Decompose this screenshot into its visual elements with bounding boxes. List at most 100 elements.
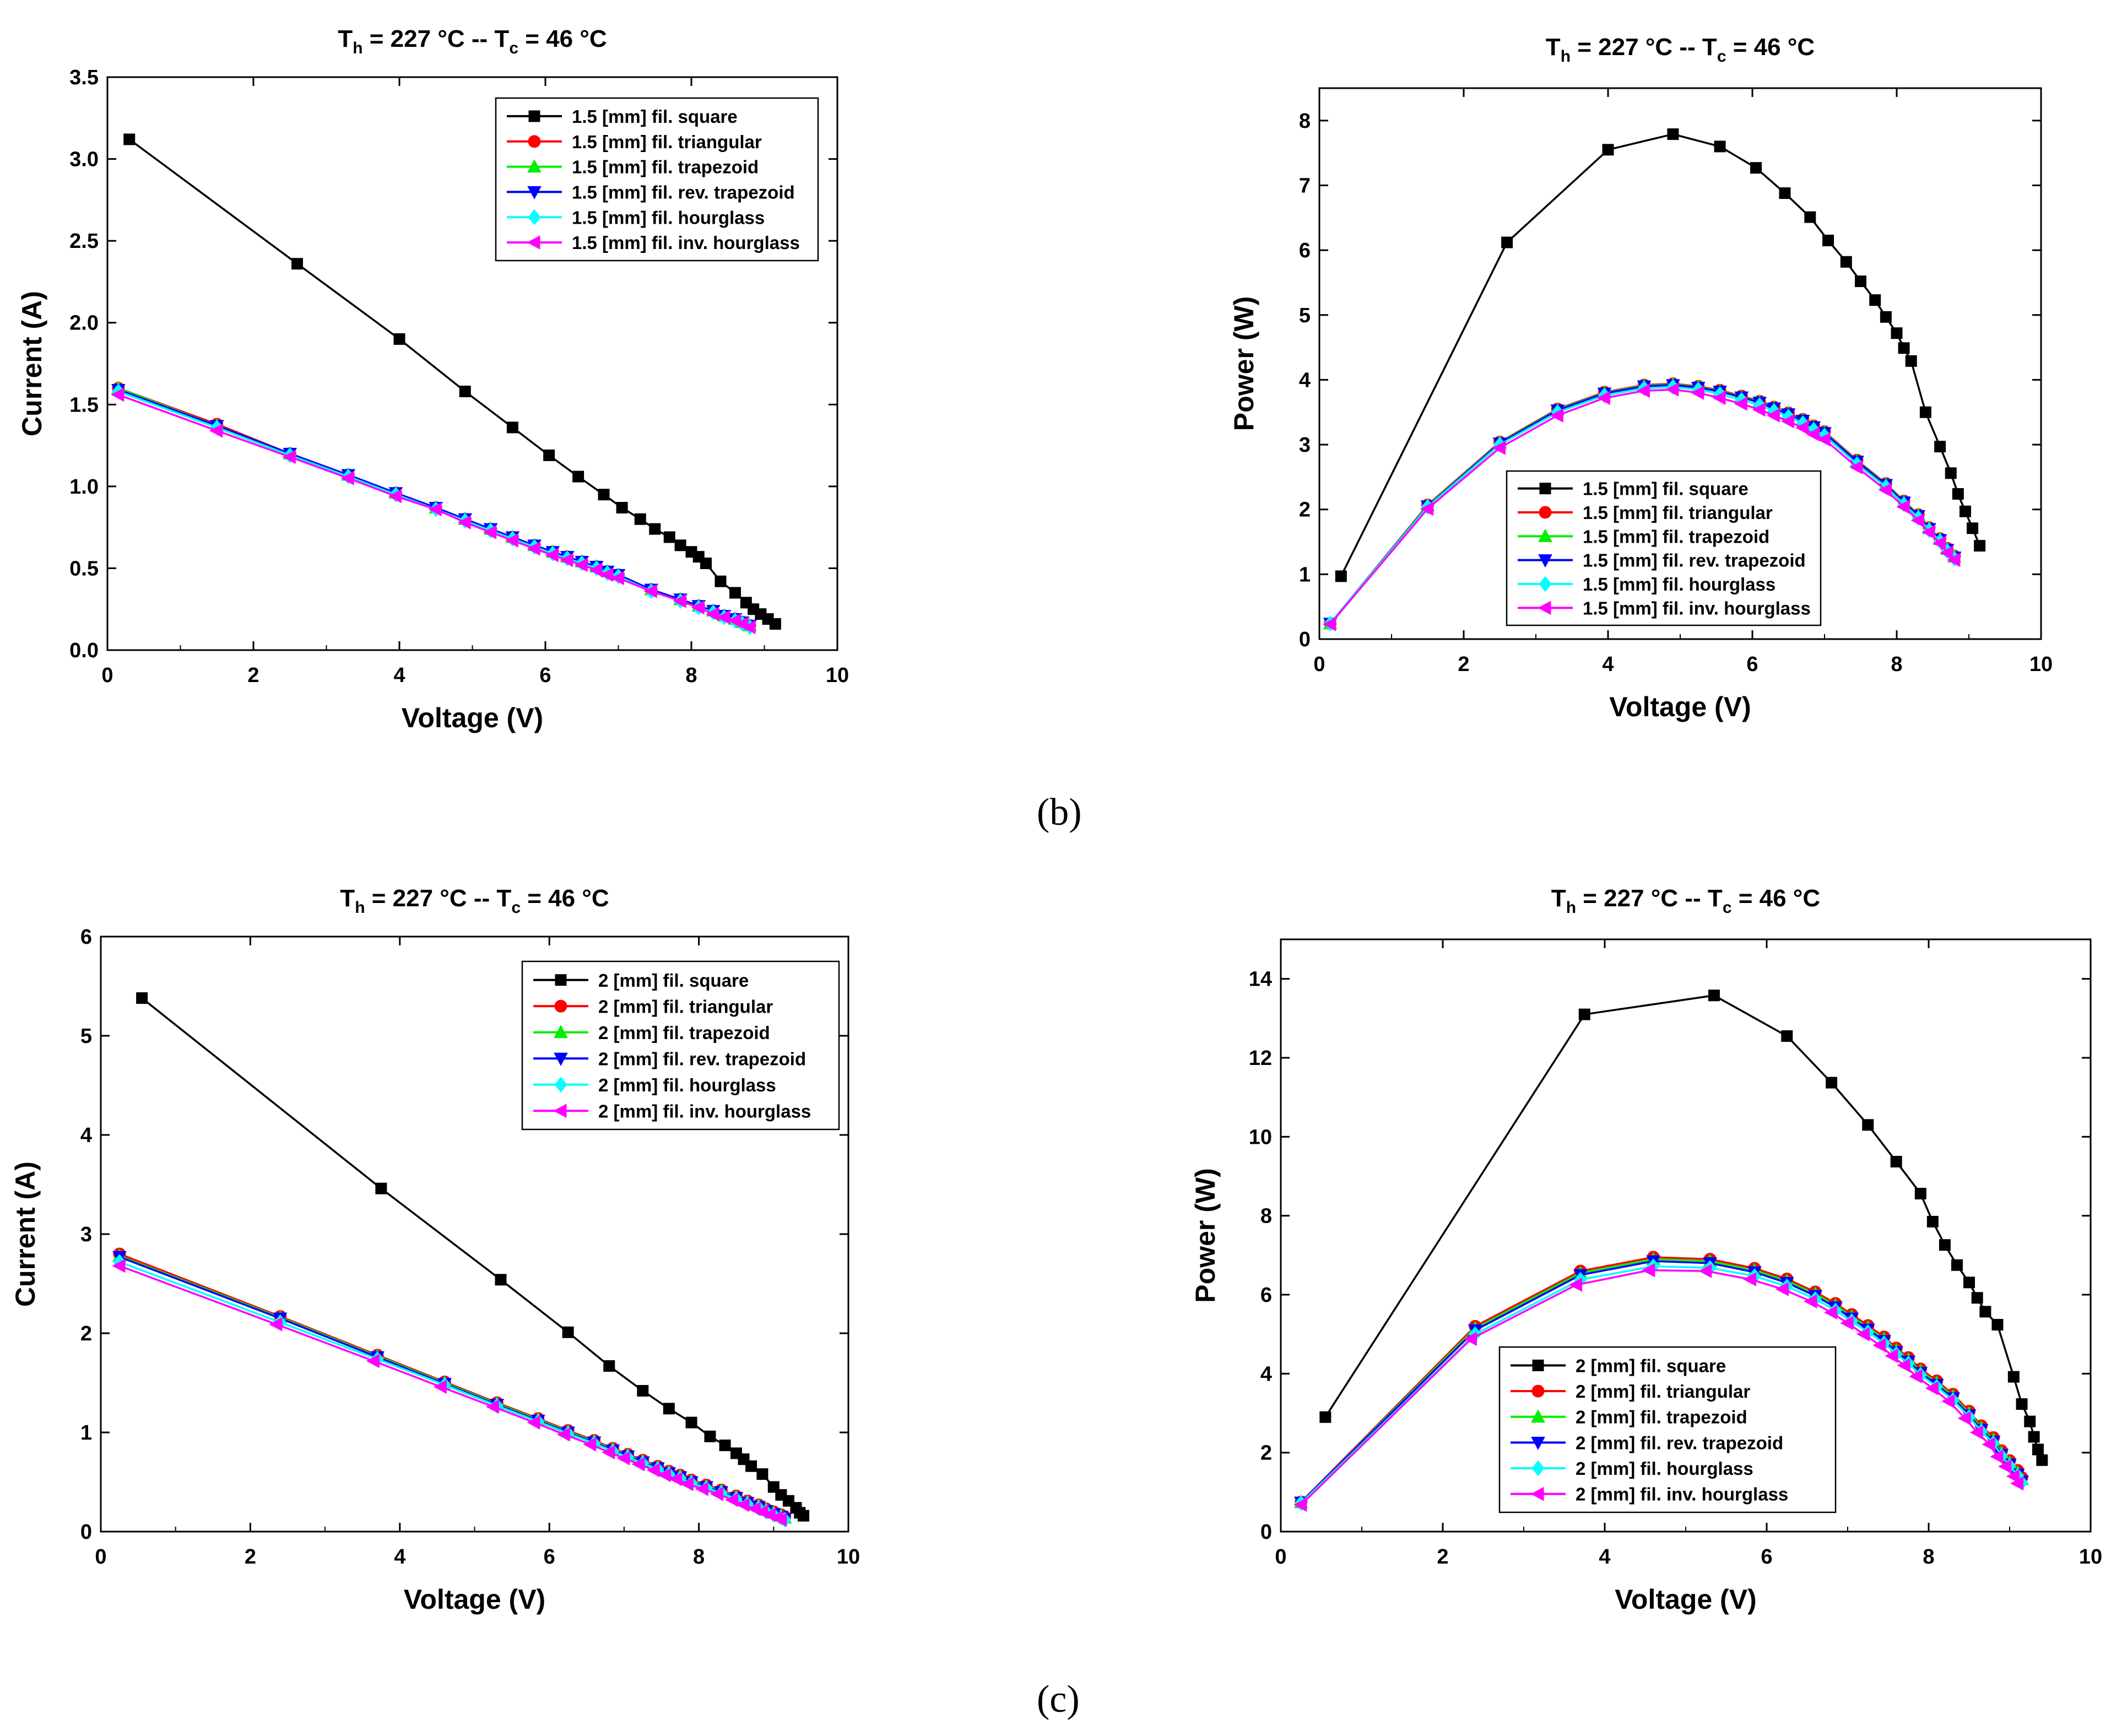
data-point [673,594,686,608]
data-point [1750,162,1762,174]
data-point [1896,500,1910,514]
x-tick-label: 8 [685,664,697,687]
y-tick-label: 3 [80,1223,92,1246]
series-6 [1323,382,1961,631]
data-point [1752,402,1766,417]
data-point [545,548,559,563]
legend-label: 1.5 [mm] fil. triangular [572,132,762,152]
data-point [706,607,719,621]
data-point [495,1274,507,1286]
data-point [2016,1398,2028,1410]
y-tick-label: 2.5 [69,230,99,253]
data-point [1905,355,1917,367]
data-point [1971,1292,1983,1304]
x-tick-label: 10 [2079,1545,2102,1569]
data-point [112,1258,126,1273]
data-point [603,1360,615,1372]
legend-label: 2 [mm] fil. rev. trapezoid [598,1048,806,1069]
y-tick-label: 12 [1249,1047,1272,1070]
legend-label: 1.5 [mm] fil. inv. hourglass [1583,598,1811,618]
data-point [2006,1469,2020,1484]
legend: 1.5 [mm] fil. square 1.5 [mm] fil. triang… [1506,470,1822,626]
data-point [1293,1497,1307,1512]
data-point [560,553,573,567]
data-point [1779,187,1791,199]
y-tick-label: 2 [1299,499,1311,522]
data-point [691,600,705,615]
y-tick-label: 3.0 [69,148,99,171]
figure-label-c: (c) [1037,1678,1080,1721]
legend-marker [1538,554,1552,568]
data-point [1766,408,1780,423]
legend-marker [1539,506,1552,519]
data-point [1335,570,1347,582]
data-point [1691,386,1704,400]
data-point [646,1463,660,1478]
figure-label-b: (b) [1037,791,1082,834]
chart-title: Th = 227 °C -- Tc = 46 °C [338,25,607,57]
y-tick-label: 8 [1260,1205,1272,1228]
data-point [663,1403,675,1415]
data-point [1891,327,1903,339]
legend-label: 2 [mm] fil. hourglass [598,1075,776,1095]
y-tick-label: 1 [1299,563,1311,586]
data-point [634,513,646,525]
legend-marker [1531,1460,1545,1477]
x-tick-label: 6 [1746,653,1758,676]
data-point [1941,1394,1955,1409]
x-tick-label: 8 [1891,653,1902,676]
series-6 [112,1258,787,1527]
data-point [649,523,661,535]
data-point [742,620,756,635]
data-point [700,558,712,570]
data-point [1934,441,1946,453]
data-point [1698,1264,1712,1278]
legend-marker [555,974,567,986]
data-point [393,333,405,345]
data-point [1734,397,1747,411]
data-point [602,1445,615,1459]
y-tick-label: 0.0 [69,639,99,662]
data-point [1596,391,1610,405]
x-tick-label: 10 [826,664,849,687]
legend-marker [527,186,542,199]
data-point [674,539,686,551]
chart-title: Th = 227 °C -- Tc = 46 °C [1551,885,1820,917]
legend-label: 1.5 [mm] fil. inv. hourglass [572,232,800,253]
data-point [1919,406,1931,418]
legend: 2 [mm] fil. square 2 [mm] fil. triangular… [521,960,840,1131]
legend-marker [1531,1409,1545,1423]
data-point [1855,275,1866,288]
y-tick-label: 0 [80,1521,92,1544]
data-point [505,533,518,548]
data-point [433,1380,447,1394]
x-tick-label: 8 [1923,1545,1934,1569]
data-point [710,1486,724,1501]
legend-box [1506,470,1822,626]
data-point [1806,427,1820,442]
y-tick-label: 5 [1299,304,1311,327]
data-point [1708,989,1720,1002]
data-point [366,1354,380,1369]
data-point [1885,1349,1898,1363]
data-point [1781,1030,1793,1042]
y-tick-label: 6 [80,926,92,949]
data-point [1840,1316,1854,1331]
data-point [2028,1431,2040,1443]
y-axis-label: Power (W) [1228,296,1259,431]
legend-label: 2 [mm] fil. rev. trapezoid [1576,1432,1783,1453]
y-axis-label: Current (A) [10,1161,41,1307]
y-tick-label: 8 [1299,110,1311,133]
data-point [1890,1155,1902,1167]
x-tick-label: 2 [245,1545,256,1569]
legend-label: 1.5 [mm] fil. rev. trapezoid [572,182,795,202]
data-point [1979,1306,1991,1318]
x-tick-label: 0 [1275,1545,1286,1569]
data-point [1862,1119,1874,1131]
x-tick-label: 4 [393,664,405,687]
series-1 [1335,128,1986,582]
data-point [1420,501,1433,516]
data-point [1963,1277,1975,1289]
data-point [1780,414,1794,429]
legend-marker [528,110,540,122]
